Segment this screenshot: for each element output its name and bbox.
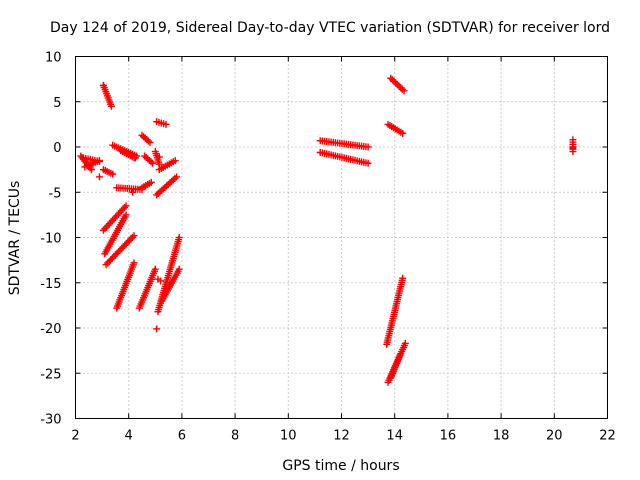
data-point: [108, 254, 116, 262]
data-point: [144, 137, 152, 145]
data-point: [569, 144, 577, 152]
data-point: [128, 233, 136, 241]
plot-frame: [75, 56, 608, 419]
data-point: [99, 81, 107, 89]
axis-ticks: 2 4 6 8 10 12 14 16 18 20 22 -30 -25 -20 -15 -10 -5 0 5 10: [40, 51, 616, 444]
x-tick-label: 6: [178, 429, 186, 444]
x-tick-label: 4: [125, 429, 133, 444]
data-point: [400, 87, 408, 95]
x-tick-label: 18: [493, 429, 510, 444]
x-tick-label: 20: [546, 429, 563, 444]
data-point: [153, 325, 161, 333]
data-point: [102, 261, 110, 269]
data-point: [146, 138, 154, 146]
data-point: [157, 277, 165, 285]
data-point: [115, 248, 123, 256]
data-point: [121, 241, 129, 249]
data-point: [95, 173, 103, 181]
data-point: [173, 173, 181, 181]
data-point: [364, 143, 372, 151]
data-point: [399, 129, 407, 137]
data-point: [162, 120, 170, 128]
data-point: [175, 234, 183, 241]
data-point: [364, 159, 372, 167]
data-point: [396, 351, 404, 359]
data-point: [107, 256, 115, 264]
data-point: [155, 153, 163, 161]
data-point: [130, 232, 138, 240]
data-point: [390, 77, 398, 85]
data-point: [130, 259, 138, 267]
data-point: [171, 157, 179, 165]
data-point: [109, 170, 117, 178]
y-tick-label: 5: [53, 96, 61, 111]
x-tick-label: 22: [599, 429, 616, 444]
data-point: [118, 245, 126, 253]
data-point: [104, 259, 112, 267]
data-point: [95, 157, 103, 165]
chart-title: Day 124 of 2019, Sidereal Day-to-day VTE…: [50, 20, 610, 36]
data-point: [121, 203, 129, 211]
data-point: [175, 265, 183, 273]
data-point: [392, 79, 400, 87]
x-axis-label: GPS time / hours: [282, 458, 399, 474]
data-point: [122, 211, 130, 219]
data-marks: [77, 74, 577, 386]
y-tick-label: -20: [40, 322, 61, 337]
data-point: [124, 238, 132, 246]
data-point: [393, 81, 401, 89]
data-point: [122, 202, 130, 210]
data-point: [131, 154, 139, 162]
x-tick-label: 8: [231, 429, 239, 444]
data-point: [395, 82, 403, 90]
data-point: [401, 339, 409, 347]
data-point: [119, 243, 127, 251]
y-tick-label: 0: [53, 141, 61, 156]
data-point: [125, 237, 133, 245]
grid: [75, 56, 608, 419]
data-point: [129, 188, 137, 196]
data-point: [113, 249, 121, 257]
x-tick-label: 14: [386, 429, 403, 444]
y-tick-label: -25: [40, 367, 61, 382]
data-point: [127, 235, 135, 243]
x-tick-label: 10: [280, 429, 297, 444]
y-tick-label: -30: [40, 413, 61, 428]
data-point: [111, 251, 119, 259]
data-point: [149, 159, 157, 167]
data-point: [116, 246, 124, 254]
y-tick-label: 10: [45, 51, 62, 66]
y-tick-label: -15: [40, 277, 61, 292]
data-point: [147, 178, 155, 186]
data-point: [107, 102, 115, 110]
data-point: [105, 257, 113, 265]
x-tick-label: 2: [71, 429, 79, 444]
data-point: [387, 74, 395, 82]
data-point: [151, 265, 159, 273]
x-tick-label: 16: [440, 429, 457, 444]
data-point: [399, 274, 407, 282]
data-point: [122, 240, 130, 248]
data-point: [398, 85, 406, 93]
data-point: [397, 84, 405, 92]
y-tick-label: -10: [40, 232, 61, 247]
data-point: [110, 253, 118, 261]
y-axis-label: SDTVAR / TECUs: [7, 181, 23, 296]
x-tick-label: 12: [333, 429, 350, 444]
data-point: [147, 158, 155, 166]
y-tick-label: -5: [49, 186, 62, 201]
